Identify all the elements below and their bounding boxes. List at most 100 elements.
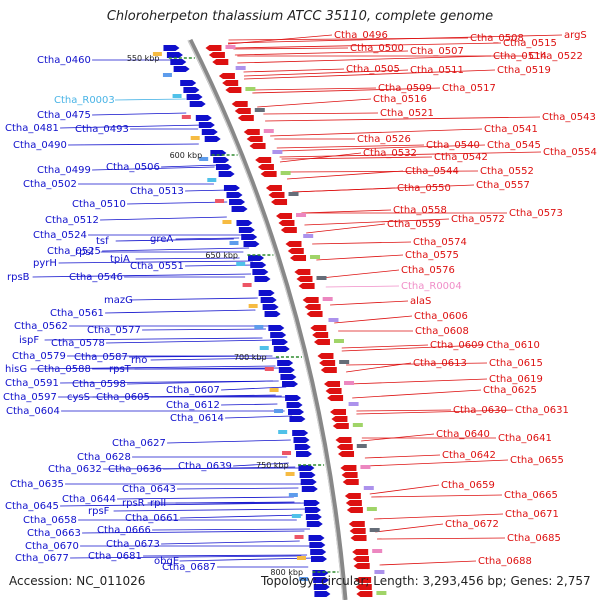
cog-color-block <box>310 255 321 259</box>
right-leader-line <box>306 223 386 234</box>
forward-gene-arrow <box>277 360 294 366</box>
right-gene-label: Ctha_0515 <box>503 38 557 49</box>
right-gene-label: Ctha_0496 <box>334 30 388 41</box>
left-leader-line <box>142 328 266 331</box>
left-leader-line <box>163 466 296 470</box>
right-gene-label: Ctha_0543 <box>542 112 596 123</box>
cog-color-block <box>288 493 298 497</box>
forward-gene-arrow <box>270 332 287 338</box>
forward-gene-arrow <box>294 444 311 450</box>
cog-color-block <box>259 346 269 350</box>
right-leader-line <box>276 144 425 149</box>
cog-color-block <box>360 465 371 469</box>
right-gene-label: Ctha_0507 <box>410 46 464 57</box>
cog-color-block <box>235 66 246 70</box>
right-gene-label: Ctha_0655 <box>510 455 564 466</box>
reverse-gene-arrow <box>218 73 235 79</box>
right-gene-label: Ctha_0610 <box>486 340 540 351</box>
left-gene-label: Ctha_0632 <box>48 464 102 475</box>
right-gene-label: Ctha_0511 <box>410 65 464 76</box>
left-gene-label: Ctha_0513 <box>130 186 184 197</box>
cog-color-block <box>344 381 355 385</box>
forward-gene-arrow <box>296 451 313 457</box>
right-gene-label: Ctha_0688 <box>478 556 532 567</box>
forward-gene-arrow <box>213 157 230 163</box>
forward-gene-arrow <box>195 115 212 121</box>
cog-color-block <box>303 234 314 238</box>
forward-gene-arrow <box>280 374 297 380</box>
cog-color-block <box>322 297 333 301</box>
left-leader-line <box>175 501 295 504</box>
forward-gene-arrow <box>289 416 306 422</box>
cog-color-block <box>272 150 283 154</box>
cog-color-block <box>264 367 274 371</box>
left-leader-line <box>114 98 186 101</box>
right-gene-label: Ctha_0630 <box>453 405 507 416</box>
right-gene-label: Ctha_0532 <box>363 148 417 159</box>
cog-color-block <box>274 409 284 413</box>
forward-gene-arrow <box>223 185 240 191</box>
right-gene-label: Ctha_0574 <box>413 237 467 248</box>
right-leader-line <box>252 87 377 91</box>
left-gene-label: Ctha_R0003 <box>54 95 115 106</box>
right-leader-line <box>373 513 504 520</box>
reverse-gene-arrow <box>348 521 365 527</box>
right-gene-label: Ctha_0572 <box>451 214 505 225</box>
left-gene-label: rpsF <box>88 506 110 517</box>
right-gene-label: Ctha_0671 <box>505 509 559 520</box>
cog-color-block <box>199 157 209 161</box>
forward-gene-arrow <box>201 129 218 135</box>
reverse-gene-arrow <box>290 255 307 261</box>
cog-color-block <box>328 318 339 322</box>
right-gene-label: Ctha_0514 <box>493 51 547 62</box>
right-leader-line <box>270 128 483 137</box>
left-leader-line <box>117 496 294 500</box>
left-gene-label: cysS <box>67 392 90 403</box>
forward-gene-arrow <box>299 472 316 478</box>
reverse-gene-arrow <box>353 563 370 569</box>
left-leader-line <box>102 247 250 252</box>
right-gene-label: Ctha_0619 <box>489 374 543 385</box>
left-gene-label: Ctha_0605 <box>96 392 150 403</box>
reverse-gene-arrow <box>287 248 304 254</box>
left-gene-label: greA <box>150 234 173 245</box>
left-leader-line <box>82 530 305 534</box>
right-gene-label: Ctha_0522 <box>529 51 583 62</box>
cog-color-block <box>207 178 217 182</box>
forward-gene-arrow <box>282 381 299 387</box>
left-leader-line <box>161 540 300 545</box>
forward-gene-arrow <box>166 52 183 58</box>
reverse-gene-arrow <box>225 87 242 93</box>
left-gene-label: ispF <box>19 335 39 346</box>
cog-color-block <box>285 472 295 476</box>
reverse-gene-arrow <box>260 171 277 177</box>
right-leader-line <box>316 254 404 261</box>
reverse-gene-arrow <box>352 549 369 555</box>
right-leader-line <box>346 362 488 366</box>
topology-text: Topology: circular; Length: 3,293,456 bp… <box>261 574 591 588</box>
right-gene-label: Ctha_0526 <box>357 134 411 145</box>
left-leader-line <box>127 201 228 205</box>
forward-gene-arrow <box>303 500 320 506</box>
left-gene-label: Ctha_0658 <box>23 515 77 526</box>
left-gene-label: Ctha_0512 <box>45 215 99 226</box>
kbp-tick-label: 550 kbp <box>127 54 160 63</box>
right-leader-line <box>279 152 362 163</box>
left-leader-line <box>115 238 234 242</box>
forward-gene-arrow <box>286 402 303 408</box>
left-gene-label: mazG <box>104 295 133 306</box>
left-leader-line <box>127 380 273 385</box>
map-title: Chloroherpeton thalassium ATCC 35110, co… <box>106 9 494 24</box>
right-gene-label: Ctha_0509 <box>378 83 432 94</box>
left-gene-label: Ctha_0551 <box>130 261 184 272</box>
reverse-gene-arrow <box>212 59 229 65</box>
reverse-gene-arrow <box>298 283 315 289</box>
cog-color-block <box>294 535 304 539</box>
left-leader-line <box>100 216 227 221</box>
right-gene-label: argS <box>564 30 587 41</box>
cog-color-block <box>269 388 279 392</box>
reverse-gene-arrow <box>257 164 274 170</box>
right-leader-line <box>356 409 452 412</box>
right-leader-line <box>237 55 492 64</box>
forward-gene-arrow <box>186 94 203 100</box>
